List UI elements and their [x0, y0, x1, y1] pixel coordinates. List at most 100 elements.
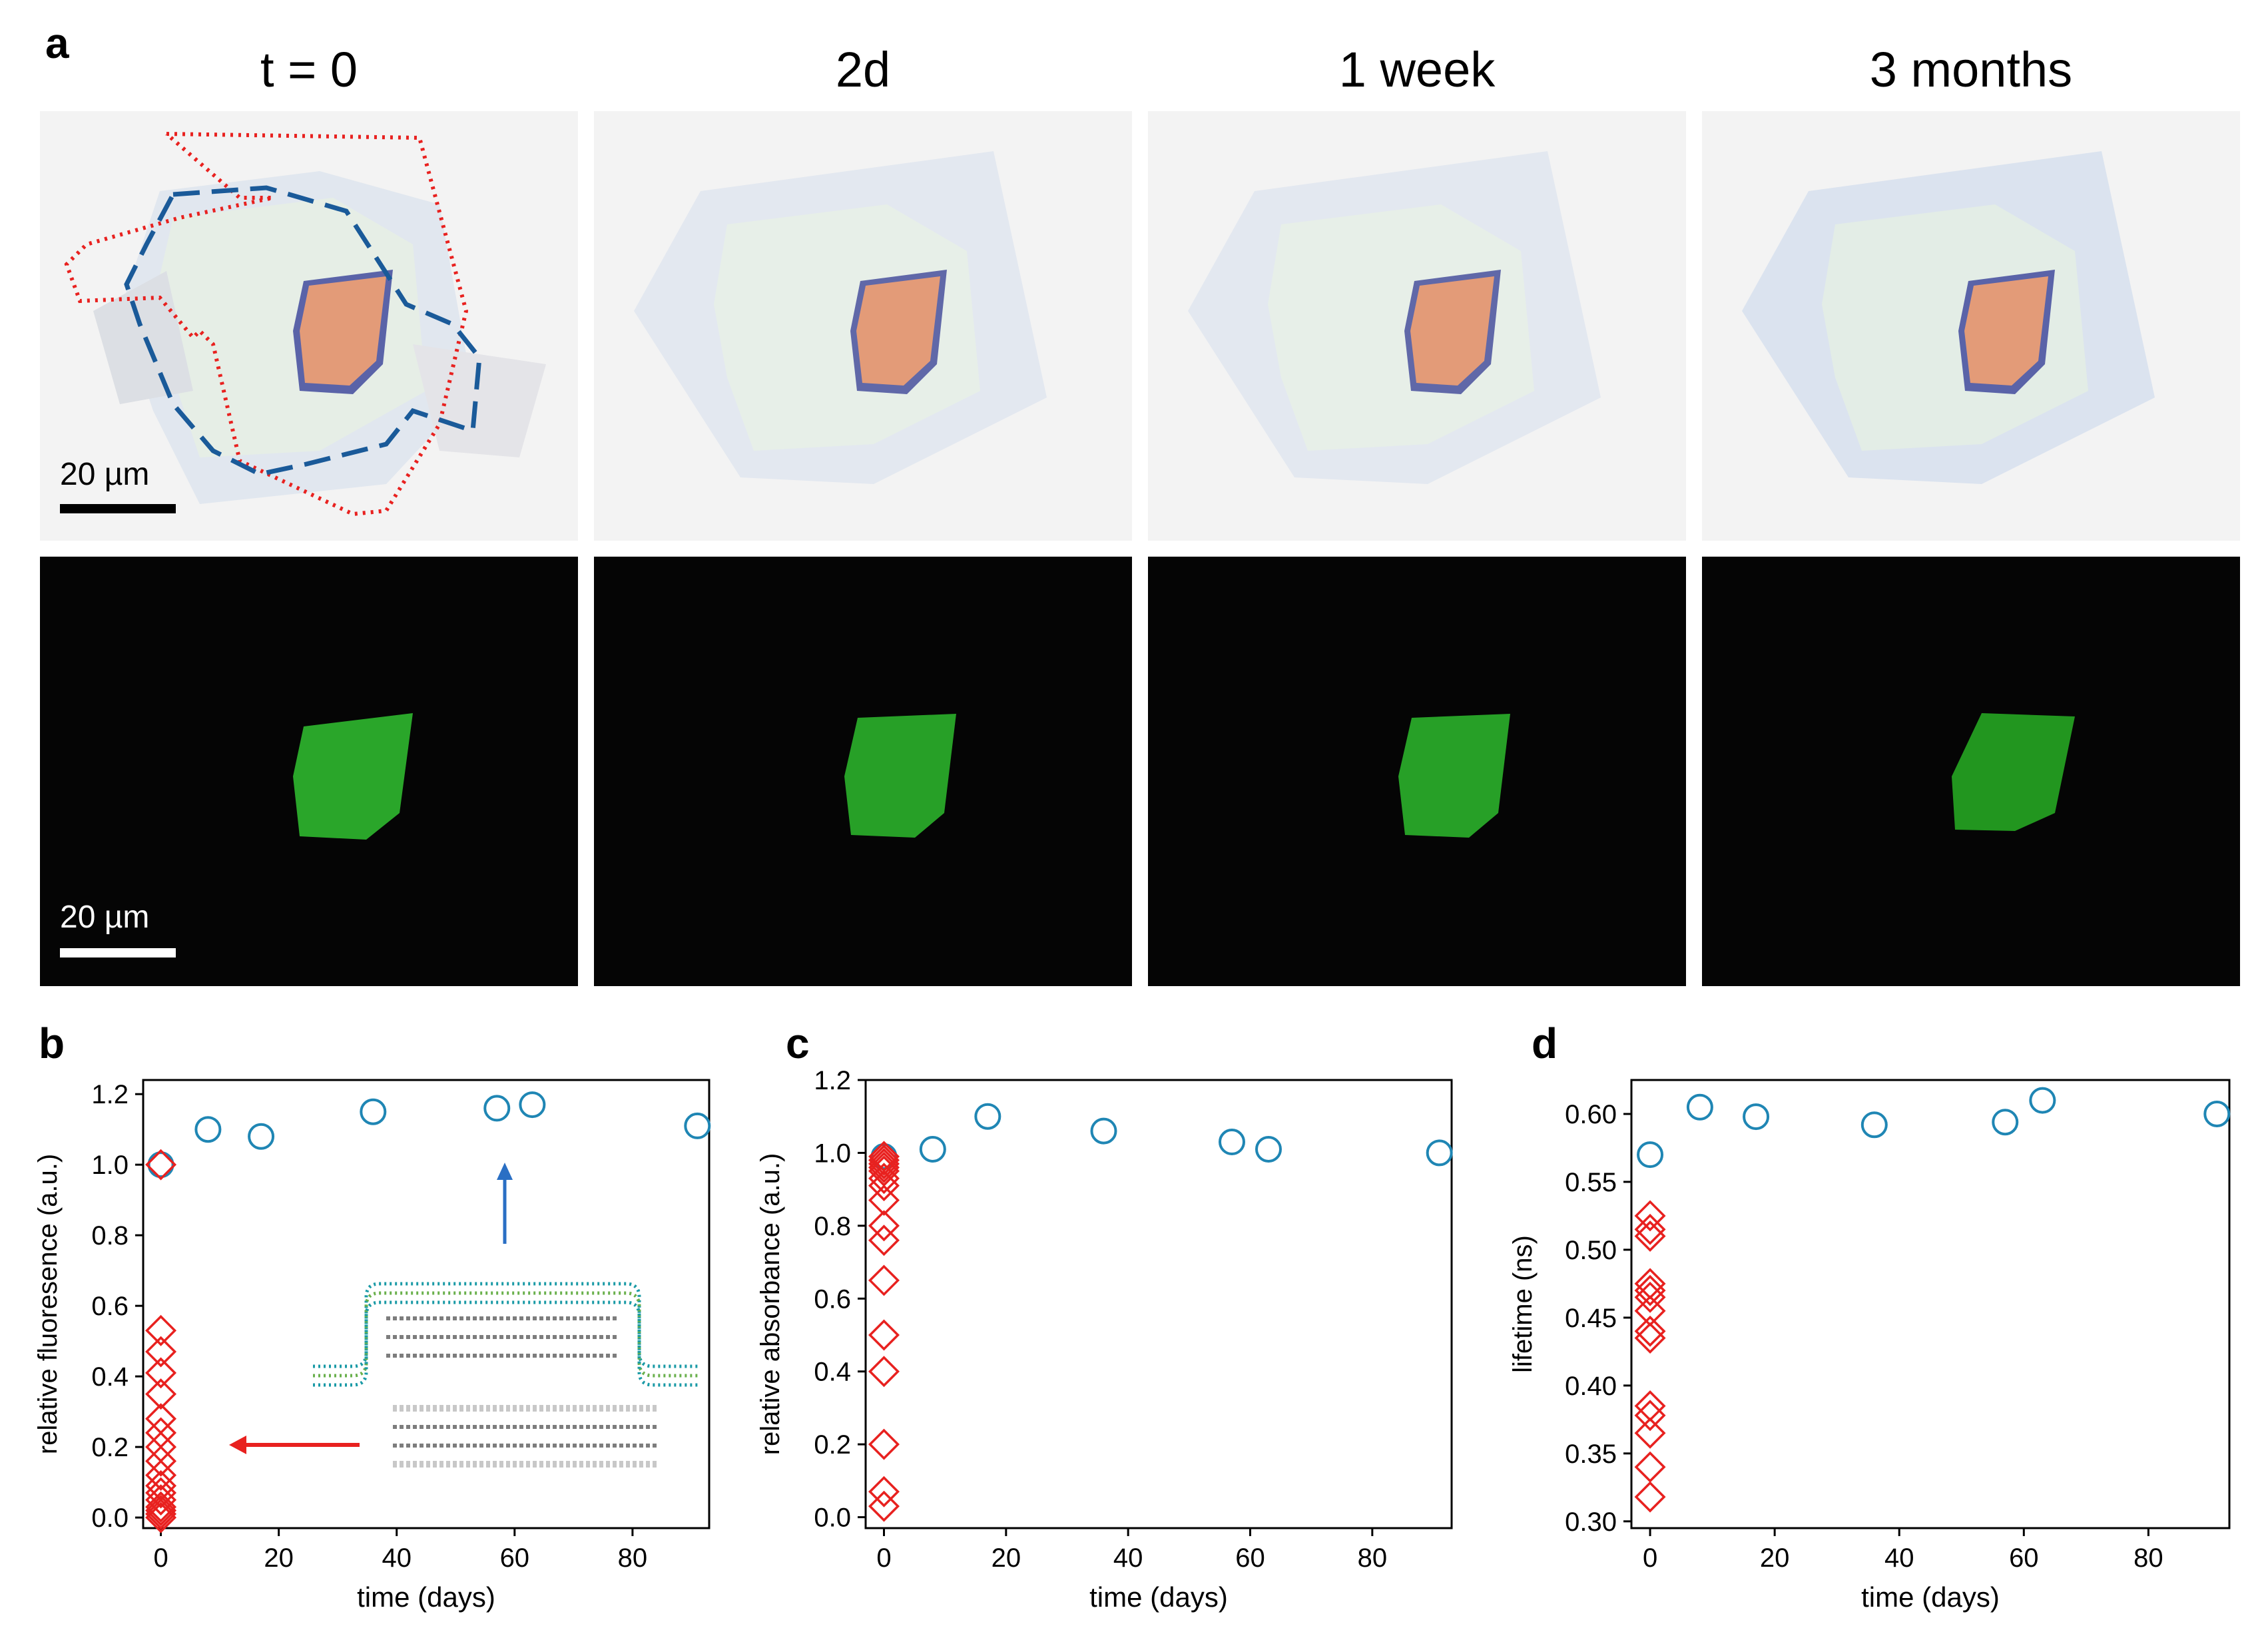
chart-d-ytick-label: 0.40: [1565, 1372, 1617, 1401]
chart-b-ytick-label: 0.6: [91, 1292, 129, 1321]
scale-bar-top: [60, 504, 176, 513]
chart-d-ytick-label: 0.45: [1565, 1304, 1617, 1333]
panel-c-letter: c: [786, 1019, 810, 1067]
chart-c-circle-point: [1219, 1129, 1245, 1156]
chart-c-ytick-label: 1.2: [814, 1066, 851, 1095]
chart-b-inset-arrow-red-head: [229, 1436, 246, 1454]
chart-b-xlabel: time (days): [357, 1581, 495, 1613]
chart-d-diamond-point: [1634, 1315, 1666, 1347]
chart-d-diamond-point: [1634, 1322, 1666, 1354]
chart-d-xtick-label: 80: [2133, 1543, 2163, 1573]
chart-b-circle-point: [360, 1098, 387, 1125]
chart-c-ytick-label: 0.4: [814, 1358, 851, 1387]
chart-d-circle-point: [1686, 1093, 1713, 1121]
chart-c-circle-point: [1426, 1139, 1453, 1167]
chart-d-diamond-point: [1634, 1200, 1666, 1232]
chart-b-xtick-label: 40: [382, 1543, 412, 1573]
chart-c-diamond-point: [868, 1210, 900, 1242]
chart-c-diamond-point: [868, 1356, 900, 1388]
chart-c-diamond-point: [868, 1476, 900, 1507]
chart-c-diamond-point: [868, 1490, 900, 1522]
chart-c-ylabel: relative absorbance (a.u.): [756, 1153, 785, 1456]
chart-d-circle-point: [1743, 1103, 1770, 1131]
chart-d-xtick-label: 60: [2009, 1543, 2039, 1573]
chart-b-fluorescence: 0 20 40 60 80 0.0 0.2 0.4 0.6 0.8 1.0 1.2 time (days…: [33, 1079, 711, 1613]
chart-d-xtick-label: 40: [1884, 1543, 1914, 1573]
chart-c-diamond-point: [868, 1148, 900, 1180]
chart-b-diamond-point: [145, 1445, 177, 1477]
chart-c-diamond-point: [868, 1319, 900, 1351]
fluorescence-image-t0: 20 µm: [40, 557, 578, 986]
chart-c-ytick-label: 0.8: [814, 1212, 851, 1241]
chart-c-circle-point: [1255, 1135, 1282, 1163]
chart-c-xtick-label: 0: [876, 1543, 891, 1573]
panel-b-letter: b: [39, 1019, 65, 1067]
brightfield-image-2d: [594, 111, 1132, 541]
chart-d-diamond-point: [1634, 1274, 1666, 1306]
chart-d-circle-point: [1860, 1111, 1888, 1139]
chart-b-circle-point: [147, 1151, 174, 1179]
chart-d-circle-point: [1992, 1109, 2019, 1136]
chart-c-diamond-point: [868, 1428, 900, 1460]
fluorescence-image-3months: [1702, 557, 2240, 986]
chart-c-absorbance: 0 20 40 60 80 0.0 0.2 0.4 0.6 0.8 1.0 1.2 time (days…: [756, 1066, 1453, 1613]
chart-c-ytick-label: 0.6: [814, 1284, 851, 1314]
chart-b-circle-point: [194, 1116, 222, 1143]
column-title-2d: 2d: [835, 42, 891, 97]
chart-d-xlabel: time (days): [1861, 1581, 2000, 1613]
chart-b-diamond-point: [145, 1357, 177, 1389]
brightfield-image-3months: [1702, 111, 2240, 541]
chart-b-ytick-label: 1.2: [91, 1080, 129, 1109]
column-title-t0: t = 0: [260, 42, 358, 97]
chart-c-xlabel: time (days): [1089, 1581, 1228, 1613]
chart-b-diamond-point: [145, 1498, 177, 1530]
chart-b-xtick-label: 20: [264, 1543, 294, 1573]
chart-b-inset-arrow-blue-head: [497, 1163, 513, 1180]
chart-b-diamond-point: [145, 1149, 177, 1181]
chart-b-ytick-label: 0.8: [91, 1221, 129, 1250]
chart-b-diamond-point: [145, 1378, 177, 1410]
chart-c-circle-point: [974, 1103, 1001, 1130]
chart-d-ytick-label: 0.55: [1565, 1168, 1617, 1197]
chart-b-circle-point: [248, 1123, 275, 1150]
chart-d-diamond-point: [1634, 1417, 1666, 1449]
panel-a-letter: a: [45, 19, 69, 67]
panel-d-letter: d: [1532, 1019, 1558, 1067]
chart-c-circle-point: [919, 1135, 946, 1163]
chart-b-inset-hbn-layer: [313, 1282, 699, 1368]
chart-d-diamond-point: [1634, 1390, 1666, 1422]
brightfield-image-t0: 20 µm: [40, 111, 578, 541]
chart-d-ylabel: lifetime (ns): [1508, 1235, 1538, 1373]
chart-c-diamond-point: [868, 1144, 900, 1176]
chart-d-lifetime: 0 20 40 60 80 0.30 0.35 0.40 0.45 0.50 0.55 0.60 tim…: [1508, 1079, 2231, 1613]
chart-d-ytick-label: 0.30: [1565, 1507, 1617, 1537]
chart-b-diamond-point: [145, 1484, 177, 1516]
chart-d-circle-point: [1637, 1141, 1664, 1169]
chart-c-diamond-point: [868, 1185, 900, 1217]
chart-b-ytick-label: 0.0: [91, 1503, 129, 1533]
chart-b-diamond-point: [145, 1314, 177, 1346]
chart-c-xtick-label: 20: [992, 1543, 1021, 1573]
chart-c-frame: [864, 1079, 1453, 1529]
chart-b-diamond-point: [145, 1495, 177, 1526]
chart-b-inset-hbn-layer: [313, 1291, 699, 1378]
chart-b-diamond-point: [145, 1460, 177, 1491]
chart-d-ytick-label: 0.60: [1565, 1100, 1617, 1129]
chart-c-xtick-label: 40: [1113, 1543, 1143, 1573]
scale-bar-label-top: 20 µm: [60, 457, 150, 492]
chart-b-diamond-point: [145, 1336, 177, 1368]
chart-b-ytick-label: 0.4: [91, 1362, 129, 1392]
scale-bar-label-bottom: 20 µm: [60, 900, 150, 935]
chart-c-diamond-point: [868, 1224, 900, 1256]
chart-b-frame: [142, 1079, 710, 1529]
column-title-1week: 1 week: [1338, 42, 1496, 97]
chart-d-xtick-label: 20: [1760, 1543, 1790, 1573]
chart-d-ytick-label: 0.35: [1565, 1440, 1617, 1469]
chart-b-xtick-label: 80: [618, 1543, 648, 1573]
chart-b-circle-point: [483, 1095, 511, 1122]
fluorescence-image-1week: [1148, 557, 1686, 986]
chart-d-diamond-point: [1634, 1481, 1666, 1513]
chart-d-diamond-point: [1634, 1213, 1666, 1245]
scale-bar-bottom: [60, 948, 176, 957]
column-title-3months: 3 months: [1869, 42, 2073, 97]
